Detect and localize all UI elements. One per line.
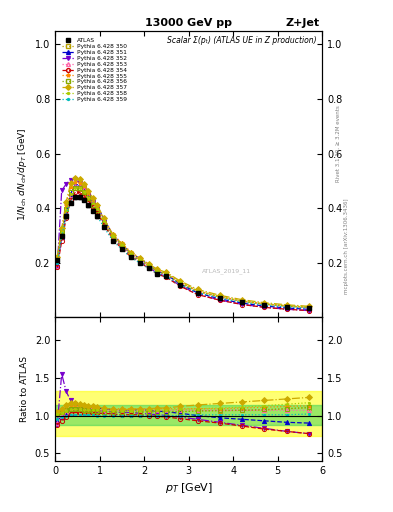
X-axis label: $p_T\;[\rm GeV]$: $p_T\;[\rm GeV]$: [165, 481, 213, 495]
Text: Z+Jet: Z+Jet: [285, 18, 320, 28]
Y-axis label: Ratio to ATLAS: Ratio to ATLAS: [20, 356, 29, 422]
Y-axis label: $1/N_{\rm ch}\;dN_{\rm ch}/dp_T\;[\rm GeV]$: $1/N_{\rm ch}\;dN_{\rm ch}/dp_T\;[\rm Ge…: [16, 127, 29, 221]
Legend: ATLAS, Pythia 6.428 350, Pythia 6.428 351, Pythia 6.428 352, Pythia 6.428 353, P: ATLAS, Pythia 6.428 350, Pythia 6.428 35…: [61, 36, 128, 103]
Text: ATLAS_2019_11: ATLAS_2019_11: [202, 269, 251, 274]
Bar: [55, 391, 322, 436]
Text: Scalar Σ(pₜ) (ATLAS UE in Z production): Scalar Σ(pₜ) (ATLAS UE in Z production): [167, 36, 317, 46]
Text: 13000 GeV pp: 13000 GeV pp: [145, 18, 232, 28]
Text: mcplots.cern.ch [arXiv:1306.3436]: mcplots.cern.ch [arXiv:1306.3436]: [344, 198, 349, 293]
Text: Rivet 3.1.10, ≥ 3.2M events: Rivet 3.1.10, ≥ 3.2M events: [336, 105, 341, 182]
Bar: [55, 405, 322, 425]
